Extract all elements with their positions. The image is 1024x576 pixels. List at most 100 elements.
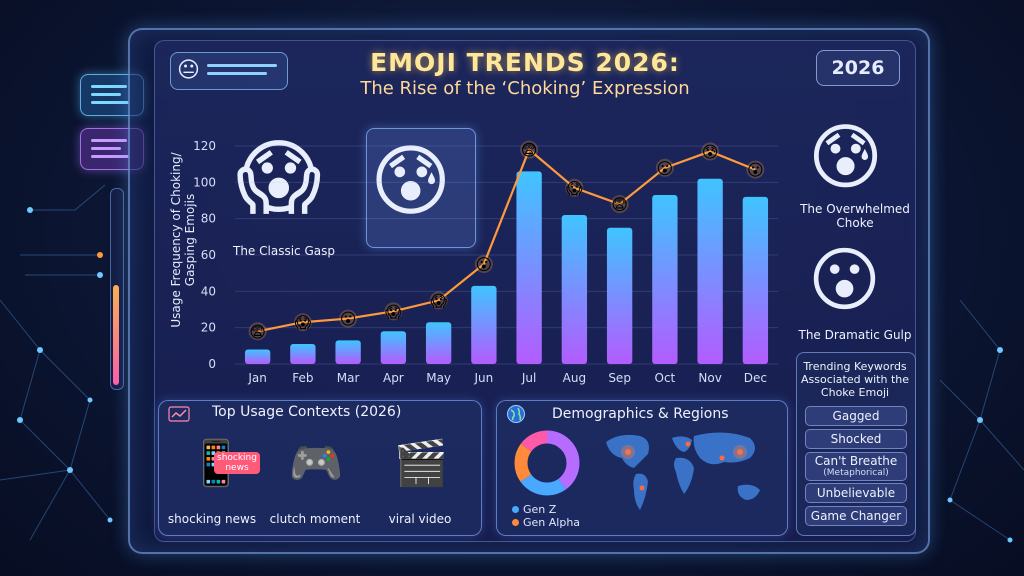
demographics-donut (514, 430, 580, 496)
y-tick-label: 40 (201, 284, 216, 298)
keyword-chip[interactable]: Unbelievable (805, 483, 907, 503)
trend-point[interactable] (655, 158, 674, 177)
y-tick-label: 100 (193, 175, 216, 189)
context-label: clutch moment (269, 512, 361, 526)
worried-sweat-face-icon: 😰 (370, 137, 452, 227)
trend-point[interactable] (474, 255, 493, 274)
bar[interactable] (742, 196, 769, 364)
keyword-chip[interactable]: Shocked (805, 429, 907, 449)
y-tick-label: 20 (201, 321, 216, 335)
y-tick-label: 80 (201, 212, 216, 226)
x-tick-label: Nov (698, 371, 721, 385)
x-tick-label: Dec (744, 371, 767, 385)
trend-point[interactable] (520, 140, 539, 159)
page-subtitle: The Rise of the ‘Choking’ Expression (360, 78, 690, 99)
y-tick-label: 120 (193, 139, 216, 153)
bar[interactable] (471, 285, 497, 364)
trend-point-emoji: 😮 (340, 310, 357, 329)
classic-gasp-label: The Classic Gasp (233, 244, 335, 258)
donut-segment[interactable] (514, 430, 580, 496)
trend-point[interactable] (565, 178, 584, 197)
trend-point-emoji: 😨 (611, 195, 628, 214)
game-controller-icon: 🎮 (288, 438, 344, 489)
keywords-title: Trending Keywords Associated with the Ch… (800, 360, 909, 399)
trend-point[interactable] (384, 302, 403, 321)
donut-segment[interactable] (514, 430, 580, 496)
legend-gen-alpha: Gen Alpha (512, 516, 580, 529)
x-tick-label: Jun (474, 371, 494, 385)
x-tick-label: Oct (655, 371, 676, 385)
bar[interactable] (290, 344, 316, 364)
trend-point[interactable] (429, 291, 448, 310)
x-tick-label: Aug (563, 371, 586, 385)
bar[interactable] (425, 322, 452, 364)
trend-point[interactable] (746, 160, 765, 179)
title-pill: 😐 (170, 52, 288, 90)
bar[interactable] (380, 331, 407, 364)
trend-point[interactable] (293, 313, 312, 332)
donut-segment[interactable] (514, 430, 580, 496)
legend-label: Gen Alpha (523, 516, 581, 529)
world-map (606, 432, 760, 510)
keyword-label: Gagged (832, 409, 880, 423)
trend-point[interactable] (701, 142, 720, 161)
side-slider-fill (113, 285, 119, 385)
x-tick-label: Jan (247, 371, 267, 385)
trend-point-emoji: 😱 (566, 179, 583, 198)
trend-chart-icon (168, 406, 190, 422)
trend-point-emoji: 😮 (476, 255, 493, 274)
y-axis-label: Usage Frequency of Choking/Gasping Emoji… (169, 151, 197, 327)
bar[interactable] (606, 227, 633, 364)
demographics-title: Demographics & Regions (552, 406, 729, 422)
year-badge[interactable]: 2026 (816, 50, 900, 86)
bar[interactable] (697, 178, 723, 364)
usage-contexts-panel (158, 400, 482, 536)
shocking-news-overlay: shocking news (214, 452, 260, 474)
context-label: shocking news (167, 512, 257, 526)
x-tick-label: Apr (383, 371, 404, 385)
trend-point-emoji: 😰 (702, 142, 719, 161)
bar[interactable] (516, 171, 542, 364)
x-tick-label: Feb (292, 371, 313, 385)
trend-point[interactable] (248, 322, 267, 341)
keyword-label: Game Changer (810, 509, 902, 523)
x-tick-label: Mar (337, 371, 360, 385)
neutral-face-icon: 😐 (177, 58, 200, 83)
screaming-face-icon: 😱 (236, 131, 322, 226)
x-tick-label: May (426, 371, 451, 385)
keyword-chip[interactable]: Gagged (805, 406, 907, 426)
usage-contexts-title: Top Usage Contexts (2026) (212, 404, 402, 420)
trend-point-emoji: 😱 (385, 302, 402, 321)
trend-line (257, 147, 756, 333)
demographics-panel (496, 400, 788, 536)
keyword-chip[interactable]: Can't Breathe (Metaphorical) (805, 452, 907, 481)
x-tick-label: Jul (521, 371, 536, 385)
bar[interactable] (561, 215, 588, 364)
overwhelmed-choke-label: The Overwhelmed Choke (800, 202, 910, 230)
y-tick-label: 60 (201, 248, 216, 262)
trend-point[interactable] (610, 195, 629, 214)
context-label: viral video (388, 512, 452, 526)
trend-point[interactable] (339, 309, 358, 328)
dramatic-gulp-label: The Dramatic Gulp (798, 328, 912, 342)
trend-point-emoji: 😱 (430, 291, 447, 310)
bar[interactable] (335, 340, 361, 364)
legend-gen-z: Gen Z (512, 503, 556, 516)
featured-emoji-card (366, 128, 476, 248)
y-tick-label: 0 (208, 357, 216, 371)
keyword-label: Can't Breathe (814, 454, 898, 468)
video-clapper-icon: 🎬 (393, 438, 449, 489)
worried-face-icon: 😰 (808, 115, 884, 199)
trend-point-emoji: 😨 (249, 322, 266, 341)
bar[interactable] (244, 349, 271, 364)
globe-icon (507, 405, 525, 423)
legend-dot (512, 519, 519, 526)
page-title: EMOJI TRENDS 2026: (370, 48, 680, 77)
trend-point-emoji: 😱 (295, 313, 312, 332)
bar[interactable] (652, 195, 678, 364)
legend-dot (512, 506, 519, 513)
keyword-chip[interactable]: Game Changer (805, 506, 907, 526)
trend-point-emoji: 😨 (521, 141, 538, 160)
keyword-label: Shocked (830, 432, 882, 446)
